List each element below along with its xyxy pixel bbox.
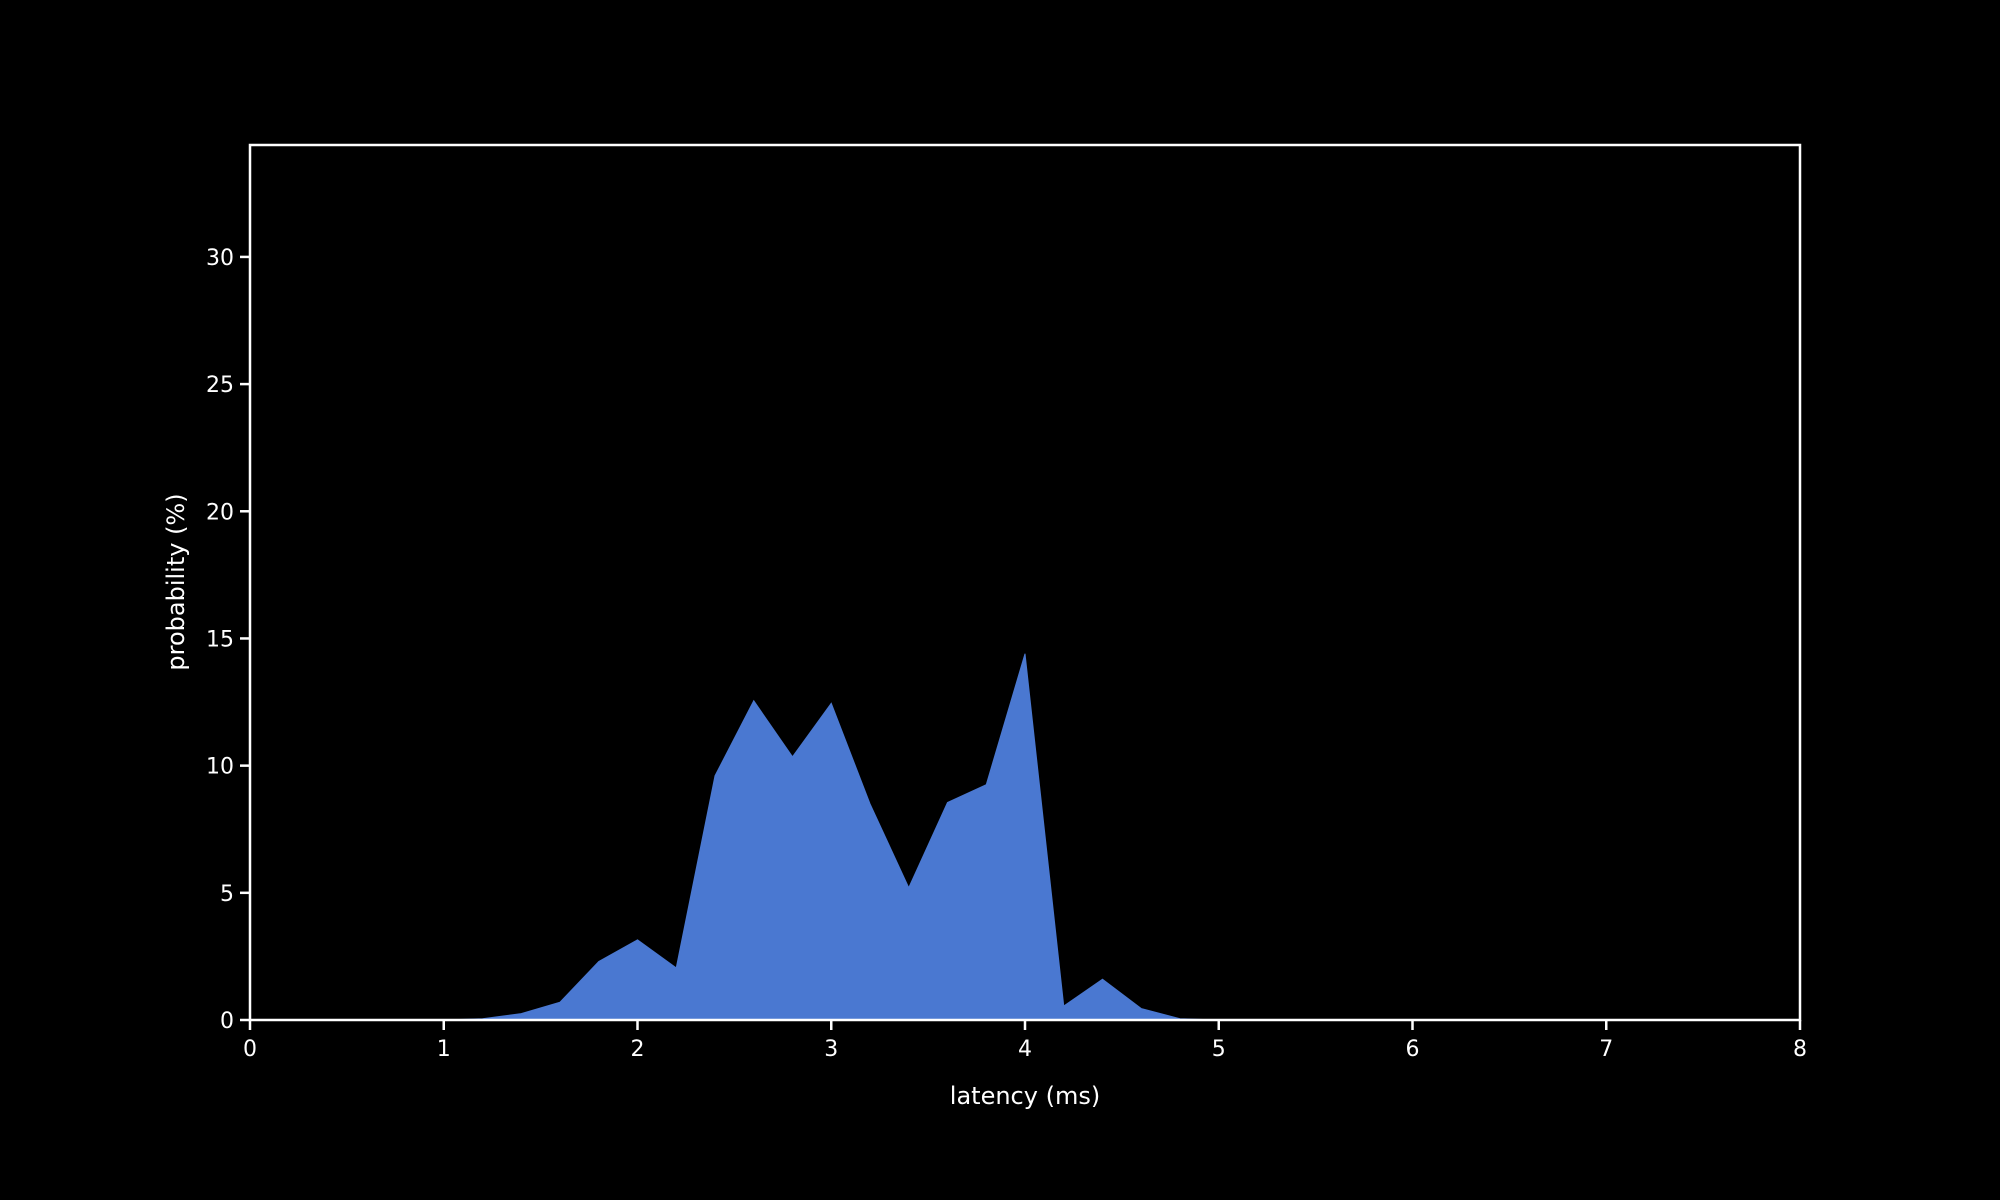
x-tick-label: 2: [631, 1037, 645, 1062]
y-tick-label: 10: [206, 755, 234, 780]
y-tick-label: 0: [220, 1009, 234, 1034]
y-axis: 0 5 10 15 20 25 30: [206, 246, 250, 1034]
x-tick-label: 7: [1599, 1037, 1613, 1062]
y-tick-label: 20: [206, 500, 234, 525]
y-tick-label: 15: [206, 627, 234, 652]
area-series-0: [250, 653, 1800, 1021]
x-tick-label: 5: [1212, 1037, 1226, 1062]
y-axis-label: probability (%): [162, 493, 190, 670]
x-tick-label: 8: [1793, 1037, 1807, 1062]
x-tick-label: 0: [243, 1037, 257, 1062]
x-tick-label: 4: [1018, 1037, 1032, 1062]
x-tick-label: 1: [437, 1037, 451, 1062]
x-axis-label: latency (ms): [950, 1082, 1100, 1110]
plot-area: [250, 653, 1800, 1021]
x-axis: 0 1 2 3 4 5 6 7 8: [243, 1020, 1807, 1062]
y-tick-label: 30: [206, 246, 234, 271]
y-tick-label: 25: [206, 373, 234, 398]
x-tick-label: 6: [1406, 1037, 1420, 1062]
x-tick-label: 3: [824, 1037, 838, 1062]
y-tick-label: 5: [220, 882, 234, 907]
